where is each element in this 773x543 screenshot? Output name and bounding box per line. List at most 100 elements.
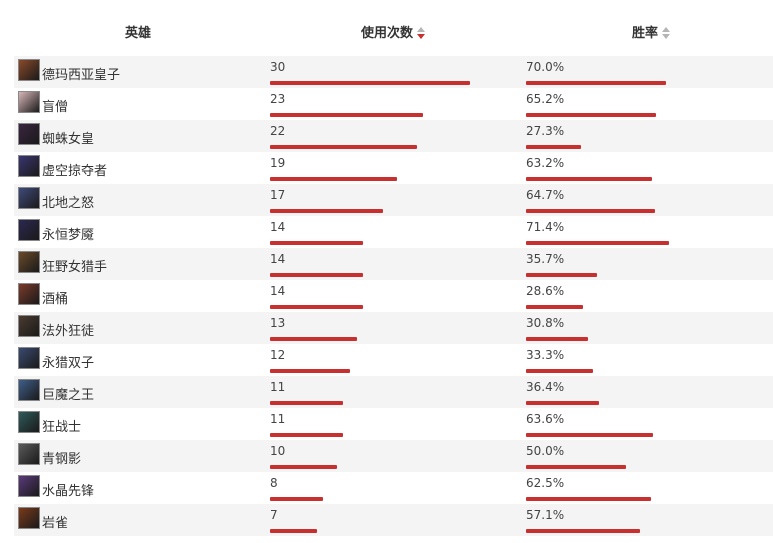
table-row[interactable]: 岩雀 7 57.1%: [14, 504, 773, 536]
win-rate-bar: [526, 369, 593, 373]
uses-bar: [270, 305, 363, 309]
table-row[interactable]: 虚空掠夺者 19 63.2%: [14, 152, 773, 184]
win-rate-value: 62.5%: [526, 476, 565, 490]
uses-bar: [270, 145, 417, 149]
uses-bar: [270, 113, 423, 117]
uses-value: 17: [270, 188, 286, 202]
sort-icon[interactable]: [662, 26, 671, 39]
hero-name[interactable]: 水晶先锋: [42, 484, 95, 499]
hero-name[interactable]: 永猎双子: [42, 356, 95, 371]
uses-bar: [270, 273, 363, 277]
hero-avatar: [18, 123, 40, 145]
rate-column-header[interactable]: 胜率: [632, 22, 671, 41]
hero-avatar: [18, 315, 40, 337]
hero-name[interactable]: 北地之怒: [42, 196, 95, 211]
sort-desc-icon[interactable]: [417, 26, 426, 39]
uses-bar: [270, 81, 470, 85]
win-rate-bar: [526, 177, 652, 181]
win-rate-value: 70.0%: [526, 60, 565, 74]
table-row[interactable]: 蜘蛛女皇 22 27.3%: [14, 120, 773, 152]
win-rate-value: 65.2%: [526, 92, 565, 106]
table-row[interactable]: 水晶先锋 8 62.5%: [14, 472, 773, 504]
table-row[interactable]: 法外狂徒 13 30.8%: [14, 312, 773, 344]
uses-column-header[interactable]: 使用次数: [361, 22, 426, 41]
hero-name[interactable]: 盲僧: [42, 100, 69, 115]
hero-avatar: [18, 411, 40, 433]
uses-column-label: 使用次数: [361, 26, 414, 41]
uses-value: 12: [270, 348, 286, 362]
win-rate-value: 33.3%: [526, 348, 565, 362]
table-row[interactable]: 巨魔之王 11 36.4%: [14, 376, 773, 408]
table-row[interactable]: 酒桶 14 28.6%: [14, 280, 773, 312]
win-rate-bar: [526, 145, 581, 149]
hero-avatar: [18, 59, 40, 81]
win-rate-value: 35.7%: [526, 252, 565, 266]
hero-name[interactable]: 虚空掠夺者: [42, 164, 108, 179]
win-rate-value: 50.0%: [526, 444, 565, 458]
hero-avatar: [18, 475, 40, 497]
uses-bar: [270, 497, 323, 501]
uses-value: 7: [270, 508, 278, 522]
hero-avatar: [18, 379, 40, 401]
win-rate-bar: [526, 401, 599, 405]
win-rate-value: 30.8%: [526, 316, 565, 330]
uses-value: 10: [270, 444, 286, 458]
win-rate-value: 64.7%: [526, 188, 565, 202]
hero-name[interactable]: 永恒梦魇: [42, 228, 95, 243]
uses-value: 14: [270, 252, 286, 266]
win-rate-bar: [526, 113, 656, 117]
uses-bar: [270, 465, 337, 469]
table-row[interactable]: 德玛西亚皇子 30 70.0%: [14, 56, 773, 88]
uses-bar: [270, 369, 350, 373]
win-rate-value: 71.4%: [526, 220, 565, 234]
table-row[interactable]: 北地之怒 17 64.7%: [14, 184, 773, 216]
uses-bar: [270, 433, 343, 437]
table-row[interactable]: 狂野女猎手 14 35.7%: [14, 248, 773, 280]
uses-value: 8: [270, 476, 278, 490]
hero-avatar: [18, 219, 40, 241]
uses-value: 11: [270, 380, 286, 394]
win-rate-value: 57.1%: [526, 508, 565, 522]
hero-avatar: [18, 155, 40, 177]
win-rate-bar: [526, 241, 669, 245]
table-row[interactable]: 盲僧 23 65.2%: [14, 88, 773, 120]
uses-value: 23: [270, 92, 286, 106]
win-rate-bar: [526, 273, 597, 277]
hero-name[interactable]: 青钢影: [42, 452, 82, 467]
hero-name[interactable]: 岩雀: [42, 516, 69, 531]
win-rate-value: 63.6%: [526, 412, 565, 426]
uses-value: 19: [270, 156, 286, 170]
win-rate-value: 28.6%: [526, 284, 565, 298]
uses-value: 22: [270, 124, 286, 138]
uses-bar: [270, 529, 317, 533]
uses-value: 30: [270, 60, 286, 74]
hero-avatar: [18, 251, 40, 273]
table-row[interactable]: 青钢影 10 50.0%: [14, 440, 773, 472]
hero-avatar: [18, 507, 40, 529]
hero-avatar: [18, 347, 40, 369]
hero-avatar: [18, 187, 40, 209]
hero-name[interactable]: 法外狂徒: [42, 324, 95, 339]
table-row[interactable]: 狂战士 11 63.6%: [14, 408, 773, 440]
hero-name[interactable]: 蜘蛛女皇: [42, 132, 95, 147]
hero-column-header: 英雄: [125, 26, 152, 41]
hero-name[interactable]: 酒桶: [42, 292, 69, 307]
win-rate-bar: [526, 337, 588, 341]
win-rate-bar: [526, 81, 666, 85]
win-rate-bar: [526, 529, 640, 533]
table-row[interactable]: 永恒梦魇 14 71.4%: [14, 216, 773, 248]
hero-avatar: [18, 91, 40, 113]
uses-value: 14: [270, 284, 286, 298]
table-body: 德玛西亚皇子 30 70.0% 盲僧 23 65.2% 蜘蛛女皇 22 27.3% 虚空掠夺者 19…: [14, 56, 773, 536]
hero-name[interactable]: 巨魔之王: [42, 388, 95, 403]
table-header: 英雄 使用次数 胜率: [0, 0, 773, 56]
uses-bar: [270, 401, 343, 405]
hero-name[interactable]: 德玛西亚皇子: [42, 68, 121, 83]
table-row[interactable]: 永猎双子 12 33.3%: [14, 344, 773, 376]
hero-avatar: [18, 283, 40, 305]
hero-name[interactable]: 狂战士: [42, 420, 82, 435]
hero-avatar: [18, 443, 40, 465]
uses-value: 13: [270, 316, 286, 330]
hero-name[interactable]: 狂野女猎手: [42, 260, 108, 275]
